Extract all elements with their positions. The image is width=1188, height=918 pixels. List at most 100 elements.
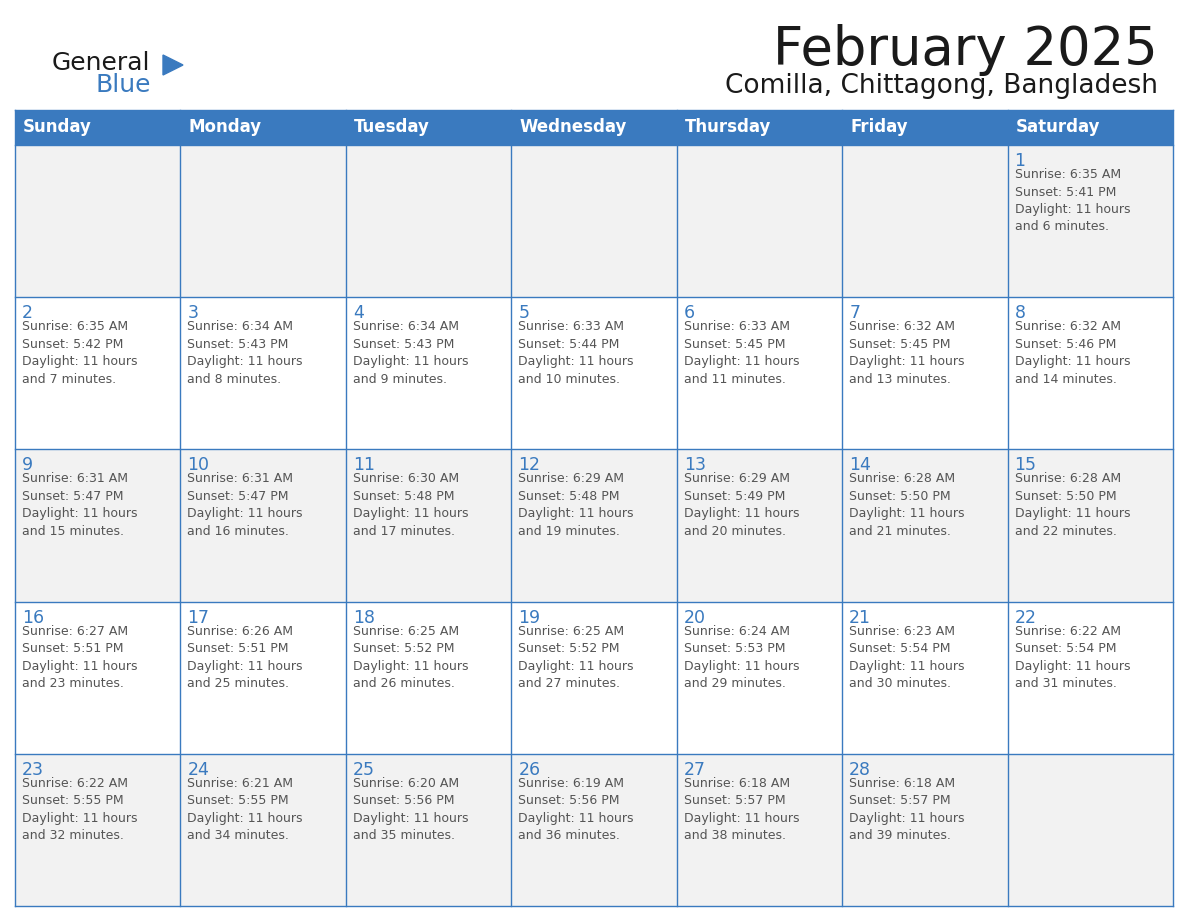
Bar: [346, 601, 511, 754]
Bar: [181, 601, 346, 754]
Text: 11: 11: [353, 456, 375, 475]
Bar: [511, 145, 677, 297]
Bar: [346, 145, 511, 297]
Text: Sunrise: 6:28 AM
Sunset: 5:50 PM
Daylight: 11 hours
and 22 minutes.: Sunrise: 6:28 AM Sunset: 5:50 PM Dayligh…: [1015, 473, 1130, 538]
Text: Sunrise: 6:31 AM
Sunset: 5:47 PM
Daylight: 11 hours
and 15 minutes.: Sunrise: 6:31 AM Sunset: 5:47 PM Dayligh…: [23, 473, 138, 538]
Text: Sunrise: 6:33 AM
Sunset: 5:44 PM
Daylight: 11 hours
and 10 minutes.: Sunrise: 6:33 AM Sunset: 5:44 PM Dayligh…: [518, 320, 633, 386]
Text: Sunrise: 6:28 AM
Sunset: 5:50 PM
Daylight: 11 hours
and 21 minutes.: Sunrise: 6:28 AM Sunset: 5:50 PM Dayligh…: [849, 473, 965, 538]
Bar: [15, 450, 181, 601]
Bar: [677, 754, 842, 906]
Bar: [15, 145, 181, 297]
Text: 15: 15: [1015, 456, 1037, 475]
Text: Comilla, Chittagong, Bangladesh: Comilla, Chittagong, Bangladesh: [725, 73, 1158, 99]
Text: Sunrise: 6:35 AM
Sunset: 5:42 PM
Daylight: 11 hours
and 7 minutes.: Sunrise: 6:35 AM Sunset: 5:42 PM Dayligh…: [23, 320, 138, 386]
Bar: [677, 297, 842, 450]
Text: Blue: Blue: [95, 73, 151, 97]
Text: Sunrise: 6:23 AM
Sunset: 5:54 PM
Daylight: 11 hours
and 30 minutes.: Sunrise: 6:23 AM Sunset: 5:54 PM Dayligh…: [849, 624, 965, 690]
Bar: [511, 297, 677, 450]
Text: Friday: Friday: [851, 118, 908, 137]
Text: Sunrise: 6:35 AM
Sunset: 5:41 PM
Daylight: 11 hours
and 6 minutes.: Sunrise: 6:35 AM Sunset: 5:41 PM Dayligh…: [1015, 168, 1130, 233]
Bar: [1007, 145, 1173, 297]
Bar: [677, 601, 842, 754]
Bar: [677, 145, 842, 297]
Bar: [511, 601, 677, 754]
Text: Sunrise: 6:25 AM
Sunset: 5:52 PM
Daylight: 11 hours
and 27 minutes.: Sunrise: 6:25 AM Sunset: 5:52 PM Dayligh…: [518, 624, 633, 690]
Text: Sunrise: 6:22 AM
Sunset: 5:54 PM
Daylight: 11 hours
and 31 minutes.: Sunrise: 6:22 AM Sunset: 5:54 PM Dayligh…: [1015, 624, 1130, 690]
Text: 16: 16: [23, 609, 44, 627]
Text: 17: 17: [188, 609, 209, 627]
Bar: [346, 297, 511, 450]
Text: Sunrise: 6:34 AM
Sunset: 5:43 PM
Daylight: 11 hours
and 8 minutes.: Sunrise: 6:34 AM Sunset: 5:43 PM Dayligh…: [188, 320, 303, 386]
Text: Sunrise: 6:29 AM
Sunset: 5:48 PM
Daylight: 11 hours
and 19 minutes.: Sunrise: 6:29 AM Sunset: 5:48 PM Dayligh…: [518, 473, 633, 538]
Text: Sunrise: 6:19 AM
Sunset: 5:56 PM
Daylight: 11 hours
and 36 minutes.: Sunrise: 6:19 AM Sunset: 5:56 PM Dayligh…: [518, 777, 633, 843]
Text: 7: 7: [849, 304, 860, 322]
Bar: [1007, 601, 1173, 754]
Text: 26: 26: [518, 761, 541, 778]
Text: Tuesday: Tuesday: [354, 118, 430, 137]
Text: Sunrise: 6:22 AM
Sunset: 5:55 PM
Daylight: 11 hours
and 32 minutes.: Sunrise: 6:22 AM Sunset: 5:55 PM Dayligh…: [23, 777, 138, 843]
Text: Sunrise: 6:20 AM
Sunset: 5:56 PM
Daylight: 11 hours
and 35 minutes.: Sunrise: 6:20 AM Sunset: 5:56 PM Dayligh…: [353, 777, 468, 843]
Text: 12: 12: [518, 456, 541, 475]
Text: Sunrise: 6:25 AM
Sunset: 5:52 PM
Daylight: 11 hours
and 26 minutes.: Sunrise: 6:25 AM Sunset: 5:52 PM Dayligh…: [353, 624, 468, 690]
Text: 21: 21: [849, 609, 871, 627]
Bar: [15, 601, 181, 754]
Text: 4: 4: [353, 304, 364, 322]
Bar: [15, 110, 1173, 145]
Text: Sunrise: 6:30 AM
Sunset: 5:48 PM
Daylight: 11 hours
and 17 minutes.: Sunrise: 6:30 AM Sunset: 5:48 PM Dayligh…: [353, 473, 468, 538]
Bar: [511, 450, 677, 601]
Polygon shape: [163, 55, 183, 75]
Text: Sunday: Sunday: [23, 118, 91, 137]
Text: 8: 8: [1015, 304, 1025, 322]
Bar: [842, 145, 1007, 297]
Text: 18: 18: [353, 609, 375, 627]
Text: Sunrise: 6:24 AM
Sunset: 5:53 PM
Daylight: 11 hours
and 29 minutes.: Sunrise: 6:24 AM Sunset: 5:53 PM Dayligh…: [684, 624, 800, 690]
Text: General: General: [52, 51, 151, 75]
Bar: [346, 754, 511, 906]
Text: Sunrise: 6:29 AM
Sunset: 5:49 PM
Daylight: 11 hours
and 20 minutes.: Sunrise: 6:29 AM Sunset: 5:49 PM Dayligh…: [684, 473, 800, 538]
Text: Monday: Monday: [189, 118, 261, 137]
Text: 14: 14: [849, 456, 871, 475]
Text: Sunrise: 6:21 AM
Sunset: 5:55 PM
Daylight: 11 hours
and 34 minutes.: Sunrise: 6:21 AM Sunset: 5:55 PM Dayligh…: [188, 777, 303, 843]
Text: Sunrise: 6:32 AM
Sunset: 5:45 PM
Daylight: 11 hours
and 13 minutes.: Sunrise: 6:32 AM Sunset: 5:45 PM Dayligh…: [849, 320, 965, 386]
Text: 10: 10: [188, 456, 209, 475]
Bar: [181, 145, 346, 297]
Text: 1: 1: [1015, 152, 1025, 170]
Text: Sunrise: 6:31 AM
Sunset: 5:47 PM
Daylight: 11 hours
and 16 minutes.: Sunrise: 6:31 AM Sunset: 5:47 PM Dayligh…: [188, 473, 303, 538]
Text: Wednesday: Wednesday: [519, 118, 626, 137]
Text: Thursday: Thursday: [684, 118, 771, 137]
Text: February 2025: February 2025: [773, 24, 1158, 76]
Text: 23: 23: [23, 761, 44, 778]
Bar: [181, 450, 346, 601]
Text: Sunrise: 6:32 AM
Sunset: 5:46 PM
Daylight: 11 hours
and 14 minutes.: Sunrise: 6:32 AM Sunset: 5:46 PM Dayligh…: [1015, 320, 1130, 386]
Text: 2: 2: [23, 304, 33, 322]
Text: 19: 19: [518, 609, 541, 627]
Text: 28: 28: [849, 761, 871, 778]
Text: 6: 6: [684, 304, 695, 322]
Bar: [15, 754, 181, 906]
Bar: [181, 754, 346, 906]
Bar: [842, 754, 1007, 906]
Bar: [677, 450, 842, 601]
Text: 25: 25: [353, 761, 375, 778]
Bar: [842, 297, 1007, 450]
Text: Saturday: Saturday: [1016, 118, 1100, 137]
Bar: [1007, 754, 1173, 906]
Text: Sunrise: 6:18 AM
Sunset: 5:57 PM
Daylight: 11 hours
and 39 minutes.: Sunrise: 6:18 AM Sunset: 5:57 PM Dayligh…: [849, 777, 965, 843]
Bar: [842, 450, 1007, 601]
Text: Sunrise: 6:33 AM
Sunset: 5:45 PM
Daylight: 11 hours
and 11 minutes.: Sunrise: 6:33 AM Sunset: 5:45 PM Dayligh…: [684, 320, 800, 386]
Text: 27: 27: [684, 761, 706, 778]
Text: Sunrise: 6:26 AM
Sunset: 5:51 PM
Daylight: 11 hours
and 25 minutes.: Sunrise: 6:26 AM Sunset: 5:51 PM Dayligh…: [188, 624, 303, 690]
Text: 3: 3: [188, 304, 198, 322]
Bar: [346, 450, 511, 601]
Bar: [15, 297, 181, 450]
Bar: [1007, 450, 1173, 601]
Text: 22: 22: [1015, 609, 1037, 627]
Bar: [1007, 297, 1173, 450]
Text: Sunrise: 6:34 AM
Sunset: 5:43 PM
Daylight: 11 hours
and 9 minutes.: Sunrise: 6:34 AM Sunset: 5:43 PM Dayligh…: [353, 320, 468, 386]
Text: 20: 20: [684, 609, 706, 627]
Bar: [842, 601, 1007, 754]
Text: Sunrise: 6:18 AM
Sunset: 5:57 PM
Daylight: 11 hours
and 38 minutes.: Sunrise: 6:18 AM Sunset: 5:57 PM Dayligh…: [684, 777, 800, 843]
Text: Sunrise: 6:27 AM
Sunset: 5:51 PM
Daylight: 11 hours
and 23 minutes.: Sunrise: 6:27 AM Sunset: 5:51 PM Dayligh…: [23, 624, 138, 690]
Bar: [511, 754, 677, 906]
Text: 5: 5: [518, 304, 530, 322]
